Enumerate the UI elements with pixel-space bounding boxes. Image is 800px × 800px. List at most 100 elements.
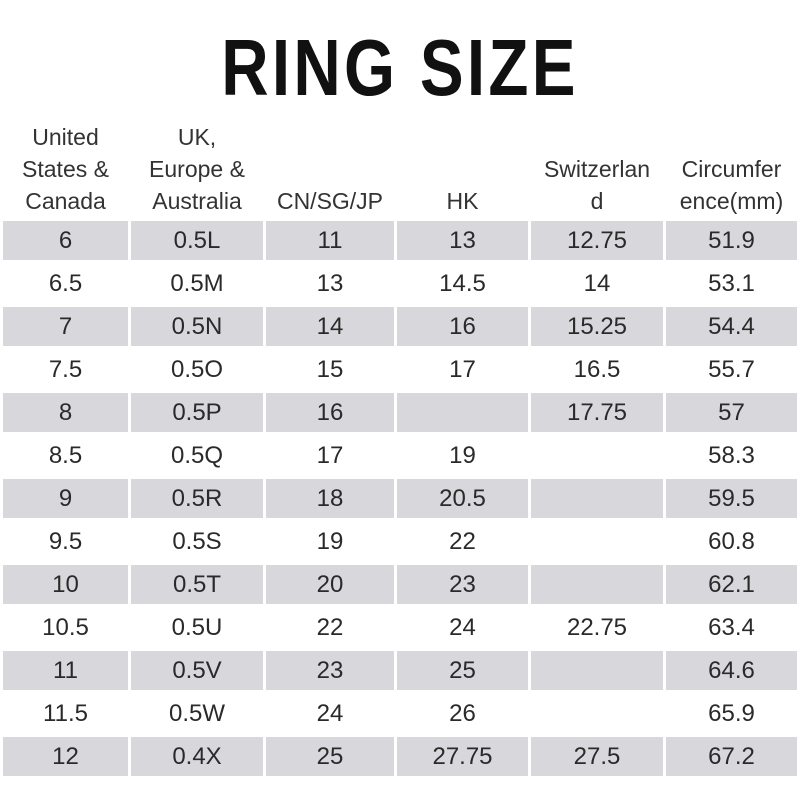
cell-uk-europe-australia: 0.5T [131,565,263,604]
cell-circumference: 51.9 [666,221,797,260]
cell-switzerland [531,479,663,518]
cell-uk-europe-australia: 0.5R [131,479,263,518]
cell-circumference: 62.1 [666,565,797,604]
cell-hk: 24 [449,613,476,641]
page-title: RING SIZE [221,23,579,112]
cell-uk-europe-australia: 0.5P [131,393,263,432]
cell-circumference: 63.4 [708,613,755,641]
cell-switzerland: 17.75 [531,393,663,432]
cell-circumference: 60.8 [708,527,755,555]
cell-switzerland [531,522,663,561]
cell-us-canada: 8.5 [48,441,83,469]
table-row: 9.5 0.5S 19 22 60.8 [0,520,800,563]
cell-cn-sg-jp: 25 [266,737,394,776]
cell-cn-sg-jp: 15 [316,355,344,383]
table-row: 6.5 0.5M 13 14.5 14 53.1 [0,262,800,305]
table-row: 10 0.5T 20 23 62.1 [0,563,800,606]
cell-circumference: 67.2 [666,737,797,776]
cell-uk-europe-australia: 0.5O [170,355,224,383]
cell-cn-sg-jp: 17 [316,441,344,469]
table-row: 12 0.4X 25 27.75 27.5 67.2 [0,735,800,778]
cell-cn-sg-jp: 11 [266,221,394,260]
cell-circumference: 54.4 [666,307,797,346]
cell-hk: 25 [397,651,528,690]
cell-circumference: 65.9 [708,699,755,727]
size-table-body: 6 0.5L 11 13 12.75 51.9 6.5 0.5M 13 14.5… [0,219,800,778]
cell-cn-sg-jp: 13 [316,269,344,297]
cell-circumference: 58.3 [708,441,755,469]
cell-hk: 27.75 [397,737,528,776]
cell-us-canada: 10.5 [42,613,89,641]
cell-us-canada: 7 [3,307,128,346]
cell-cn-sg-jp: 24 [316,699,344,727]
cell-us-canada: 12 [3,737,128,776]
cell-us-canada: 11.5 [43,699,88,727]
cell-switzerland: 16.5 [573,355,621,383]
cell-uk-europe-australia: 0.5U [171,613,223,641]
table-header: United States & Canada UK, Europe & Aust… [0,117,800,217]
cell-cn-sg-jp: 16 [266,393,394,432]
cell-circumference: 59.5 [666,479,797,518]
cell-uk-europe-australia: 0.5N [131,307,263,346]
cell-switzerland [531,694,663,733]
cell-us-canada: 9.5 [48,527,83,555]
cell-circumference: 53.1 [708,269,755,297]
header-switzerland: Switzerlan d [543,156,651,214]
cell-hk: 14.5 [439,269,486,297]
cell-hk: 26 [449,699,476,727]
cell-switzerland [531,651,663,690]
cell-circumference: 55.7 [708,355,755,383]
table-row: 7 0.5N 14 16 15.25 54.4 [0,305,800,348]
table-row: 9 0.5R 18 20.5 59.5 [0,477,800,520]
table-row: 11 0.5V 23 25 64.6 [0,649,800,692]
cell-us-canada: 7.5 [48,355,83,383]
cell-uk-europe-australia: 0.5V [131,651,263,690]
cell-hk [397,393,528,432]
header-circumference: Circumfer ence(mm) [679,156,784,214]
cell-cn-sg-jp: 22 [316,613,344,641]
table-row: 8 0.5P 16 17.75 57 [0,391,800,434]
cell-us-canada: 10 [3,565,128,604]
cell-switzerland: 14 [583,269,611,297]
table-row: 10.5 0.5U 22 24 22.75 63.4 [0,606,800,649]
cell-switzerland: 12.75 [531,221,663,260]
header-cn-sg-jp: CN/SG/JP [276,188,384,214]
header-us-canada: United States & Canada [22,124,109,214]
cell-uk-europe-australia: 0.5W [168,699,225,727]
cell-hk: 22 [449,527,476,555]
table-row: 6 0.5L 11 13 12.75 51.9 [0,219,800,262]
cell-us-canada: 8 [3,393,128,432]
cell-cn-sg-jp: 14 [266,307,394,346]
cell-cn-sg-jp: 18 [266,479,394,518]
cell-hk: 16 [397,307,528,346]
cell-circumference: 57 [666,393,797,432]
cell-hk: 19 [449,441,476,469]
cell-uk-europe-australia: 0.5M [170,269,224,297]
cell-us-canada: 9 [3,479,128,518]
table-row: 11.5 0.5W 24 26 65.9 [0,692,800,735]
cell-switzerland [531,565,663,604]
cell-us-canada: 11 [3,651,128,690]
cell-us-canada: 6.5 [48,269,83,297]
header-uk-europe-australia: UK, Europe & Australia [149,124,245,214]
cell-uk-europe-australia: 0.4X [131,737,263,776]
cell-cn-sg-jp: 20 [266,565,394,604]
cell-uk-europe-australia: 0.5S [172,527,222,555]
cell-uk-europe-australia: 0.5Q [170,441,224,469]
cell-cn-sg-jp: 19 [316,527,344,555]
table-row: 7.5 0.5O 15 17 16.5 55.7 [0,348,800,391]
cell-hk: 13 [397,221,528,260]
cell-switzerland: 27.5 [531,737,663,776]
cell-hk: 17 [449,355,476,383]
cell-us-canada: 6 [3,221,128,260]
cell-cn-sg-jp: 23 [266,651,394,690]
cell-switzerland: 15.25 [531,307,663,346]
cell-hk: 23 [397,565,528,604]
cell-hk: 20.5 [397,479,528,518]
cell-switzerland: 22.75 [566,613,628,641]
cell-switzerland [531,436,663,475]
cell-circumference: 64.6 [666,651,797,690]
header-hk: HK [446,188,479,214]
table-row: 8.5 0.5Q 17 19 58.3 [0,434,800,477]
cell-uk-europe-australia: 0.5L [131,221,263,260]
